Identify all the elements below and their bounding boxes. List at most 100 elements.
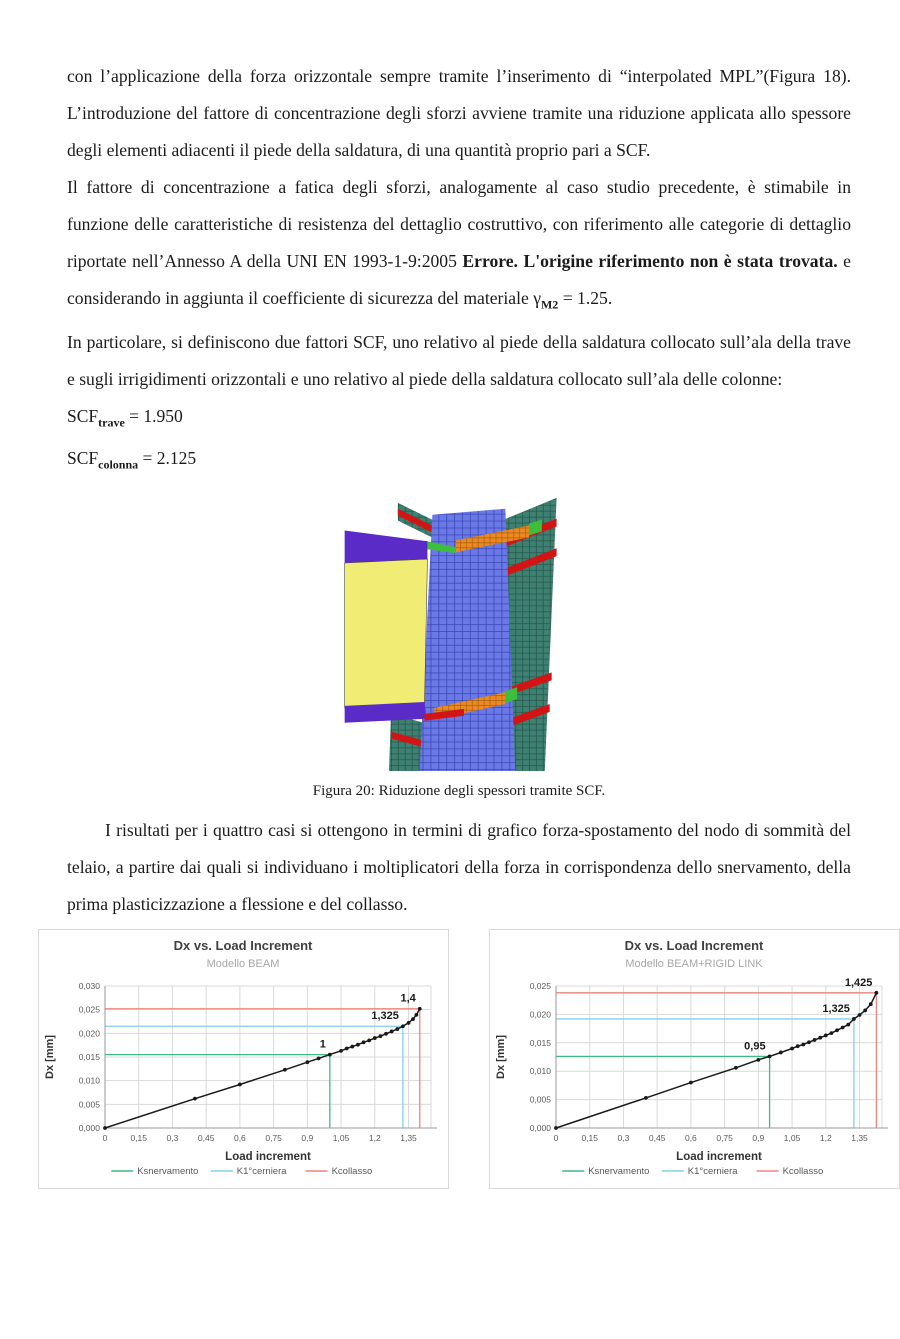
y-tick-label: 0,005 bbox=[79, 1099, 101, 1109]
stiffener-top-green-tip bbox=[528, 519, 542, 535]
annotation-1,4: 1,4 bbox=[400, 992, 416, 1004]
annotation-1: 1 bbox=[320, 1038, 326, 1050]
chart-svg-beam-rigid-link: 0,95 1,325 1,425 0,000 0,005 0,010 0,015 0,020 0… bbox=[495, 938, 888, 1177]
figure-caption: Figura 20: Riduzione degli spessori tram… bbox=[312, 782, 606, 799]
y-tick-label: 0,015 bbox=[530, 1037, 552, 1047]
chart-modello-beam: 1 1,325 1,4 0,000 0,005 0,010 0,015 0,020 0,025 0… bbox=[38, 928, 449, 1189]
beam-bottom-flange bbox=[344, 701, 427, 723]
paragraph-fatigue-text-b: e considerando in aggiunta il coefficien… bbox=[67, 251, 851, 308]
gamma-value: = 1.25. bbox=[558, 288, 613, 308]
series-marker bbox=[868, 1001, 873, 1006]
x-tick-label: 0,6 bbox=[685, 1133, 697, 1143]
paragraph-results-text: I risultati per i quattro casi si otteng… bbox=[67, 819, 851, 914]
x-tick-label: 0,75 bbox=[265, 1133, 282, 1143]
chart-subtitle: Modello BEAM bbox=[207, 958, 280, 970]
chart-title: Dx vs. Load Increment bbox=[174, 938, 313, 953]
series-marker bbox=[411, 1016, 415, 1021]
series-marker bbox=[378, 1033, 383, 1038]
annotation-0,95: 0,95 bbox=[744, 1040, 765, 1052]
series-marker bbox=[790, 1046, 794, 1050]
series-marker bbox=[414, 1012, 419, 1017]
y-tick-label: 0,005 bbox=[530, 1094, 552, 1104]
x-tick-label: 1,2 bbox=[820, 1133, 832, 1143]
x-tick-label: 1,2 bbox=[369, 1133, 381, 1143]
paragraph-scf-definition-text: In particolare, si definiscono due fatto… bbox=[67, 331, 851, 389]
beam-top-green-strip bbox=[427, 540, 457, 553]
legend-label-Kcollasso: Kcollasso bbox=[332, 1166, 373, 1177]
series-marker bbox=[807, 1039, 811, 1044]
series-marker bbox=[644, 1095, 648, 1100]
x-axis-title: Load increment bbox=[225, 1151, 311, 1163]
scf-base-2: SCF bbox=[67, 448, 99, 469]
series-marker bbox=[835, 1027, 839, 1032]
x-tick-label: 0,9 bbox=[752, 1133, 764, 1143]
scf-trave-subscript: trave bbox=[98, 415, 125, 430]
series-marker bbox=[389, 1029, 394, 1033]
y-tick-label: 0,020 bbox=[79, 1028, 101, 1038]
series-marker bbox=[840, 1025, 845, 1029]
document-page: con l’applicazione della forza orizzonta… bbox=[67, 66, 851, 914]
x-tick-label: 0,75 bbox=[716, 1133, 733, 1143]
y-tick-label: 0,015 bbox=[79, 1052, 101, 1062]
paragraph-scf-definition: In particolare, si definiscono due fatto… bbox=[67, 324, 851, 398]
series-marker bbox=[282, 1067, 287, 1072]
series-marker bbox=[801, 1042, 806, 1046]
x-tick-label: 0,45 bbox=[198, 1133, 215, 1143]
y-tick-label: 0,010 bbox=[530, 1066, 552, 1076]
chart-title: Dx vs. Load Increment bbox=[625, 938, 764, 953]
series-marker bbox=[237, 1082, 242, 1086]
x-tick-label: 0,15 bbox=[581, 1133, 598, 1143]
scf-strip-right-4 bbox=[501, 703, 550, 730]
series-marker bbox=[103, 1125, 107, 1130]
series-marker bbox=[316, 1056, 321, 1060]
legend-label-K1°cerniera: K1°cerniera bbox=[237, 1166, 287, 1177]
paragraph-fatigue-text-a: Il fattore di concentrazione a fatica de… bbox=[67, 177, 851, 271]
series-marker bbox=[372, 1035, 377, 1040]
series-marker bbox=[818, 1035, 823, 1040]
series-marker bbox=[767, 1054, 772, 1058]
scf-colonna-subscript: colonna bbox=[98, 457, 139, 472]
series-marker bbox=[327, 1052, 332, 1057]
legend-label-K1°cerniera: K1°cerniera bbox=[688, 1166, 738, 1177]
series-marker bbox=[733, 1065, 738, 1070]
series-marker bbox=[400, 1023, 405, 1028]
x-tick-label: 1,05 bbox=[784, 1133, 801, 1143]
annotation-1,325: 1,325 bbox=[822, 1002, 850, 1014]
chart-subtitle: Modello BEAM+RIGID LINK bbox=[625, 958, 763, 970]
legend-label-Kcollasso: Kcollasso bbox=[783, 1166, 824, 1177]
series-marker bbox=[778, 1050, 783, 1054]
y-tick-label: 0,000 bbox=[79, 1123, 101, 1133]
series-marker bbox=[395, 1026, 400, 1031]
y-tick-label: 0,025 bbox=[79, 1004, 101, 1014]
series-marker bbox=[812, 1037, 817, 1042]
x-tick-label: 1,05 bbox=[333, 1133, 350, 1143]
x-tick-label: 0,3 bbox=[618, 1133, 630, 1143]
stiffener-bottom-green-tip bbox=[505, 686, 518, 703]
y-tick-label: 0,020 bbox=[530, 1009, 552, 1019]
chart-modello-beam-rigid-link: 0,95 1,325 1,425 0,000 0,005 0,010 0,015 0,020 0… bbox=[489, 928, 900, 1189]
legend-label-Ksnervamento: Ksnervamento bbox=[588, 1166, 649, 1177]
fem-mesh-image bbox=[344, 497, 557, 771]
series-marker bbox=[344, 1046, 349, 1050]
paragraph-intro-text: con l’applicazione della forza orizzonta… bbox=[67, 66, 851, 160]
beam-web bbox=[344, 558, 428, 708]
legend-label-Ksnervamento: Ksnervamento bbox=[137, 1166, 198, 1177]
gamma-subscript: M2 bbox=[540, 297, 559, 312]
x-tick-label: 0 bbox=[103, 1133, 108, 1143]
y-tick-label: 0,025 bbox=[530, 981, 552, 991]
series-marker bbox=[857, 1012, 862, 1017]
x-tick-label: 0,15 bbox=[130, 1133, 147, 1143]
series-marker bbox=[356, 1042, 360, 1047]
series-marker bbox=[829, 1030, 834, 1035]
x-axis-title: Load increment bbox=[676, 1151, 762, 1163]
series-marker bbox=[305, 1059, 310, 1064]
formula-scf-colonna: SCFcolonna = 2.125 bbox=[67, 440, 851, 483]
series-marker bbox=[367, 1038, 372, 1042]
series-marker bbox=[406, 1020, 411, 1025]
scf-base: SCF bbox=[67, 405, 99, 426]
series-marker bbox=[846, 1022, 851, 1027]
formula-scf-trave: SCFtrave = 1.950 bbox=[67, 398, 851, 441]
annotation-1,325: 1,325 bbox=[371, 1010, 399, 1022]
series-marker bbox=[756, 1057, 761, 1062]
series-marker bbox=[417, 1006, 422, 1011]
